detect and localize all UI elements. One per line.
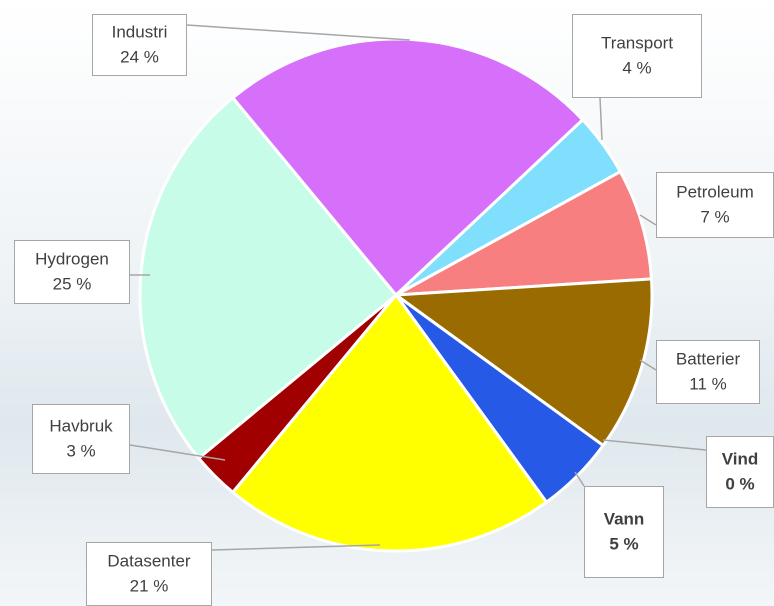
pie: [138, 37, 654, 553]
pie-slice: [230, 37, 585, 298]
label-box: [572, 14, 702, 98]
label-value: 4 %: [622, 58, 651, 77]
pie-slice: [230, 292, 549, 553]
label-value: 25 %: [53, 274, 92, 293]
leader-line: [186, 24, 411, 41]
label-box: [656, 172, 774, 238]
label-name: Industri: [112, 22, 168, 41]
label-name: Batterier: [676, 349, 741, 368]
label-box: [656, 340, 760, 404]
label-value: 11 %: [689, 374, 727, 393]
label-box: [92, 14, 187, 76]
label-name: Datasenter: [107, 551, 190, 570]
leader-line: [574, 471, 585, 487]
label-box: [706, 436, 774, 508]
leader-line: [639, 214, 657, 226]
label-name: Hydrogen: [35, 249, 109, 268]
label-name: Transport: [601, 33, 673, 52]
label-box: [32, 404, 130, 474]
label-value: 5 %: [609, 534, 638, 553]
leader-line: [211, 544, 381, 551]
label-value: 0 %: [725, 474, 754, 493]
leader-line: [602, 439, 707, 451]
pie-slice: [395, 169, 654, 297]
leader-line: [599, 97, 603, 141]
pie-slice: [138, 95, 399, 461]
label-value: 21 %: [130, 576, 169, 595]
label-value: 7 %: [700, 207, 729, 226]
label-value: 24 %: [120, 47, 159, 66]
label-name: Vann: [604, 509, 645, 528]
leader-line: [639, 359, 657, 371]
label-box: [14, 240, 130, 304]
leader-line: [129, 444, 226, 461]
pie-slice: [391, 277, 654, 448]
label-value: 3 %: [66, 441, 95, 460]
label-name: Vind: [722, 449, 759, 468]
label-name: Havbruk: [49, 416, 113, 435]
label-box: [86, 542, 212, 606]
labels: Transport 4 % Petroleum 7 % Batterier 11 % Vin…: [14, 14, 774, 606]
label-name: Petroleum: [676, 182, 753, 201]
label-box: [584, 486, 664, 578]
